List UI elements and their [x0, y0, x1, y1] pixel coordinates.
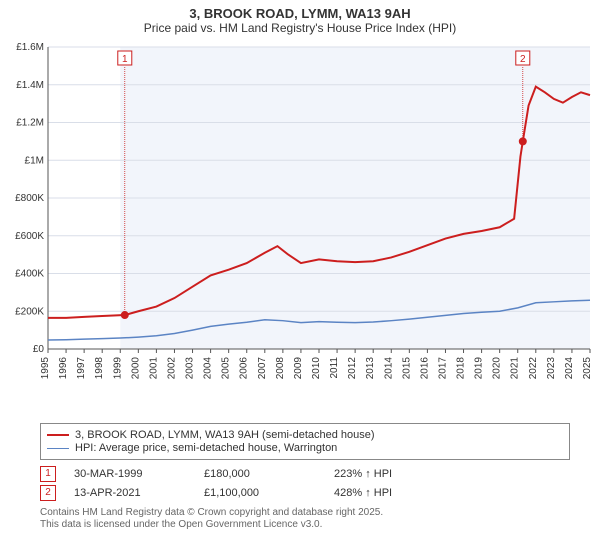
chart-svg: £0 £200K £400K £600K £800K £1M £1.2M £1.4M £1.6M… — [0, 39, 600, 419]
svg-text:2022: 2022 — [528, 357, 539, 380]
svg-text:2015: 2015 — [401, 357, 412, 380]
sale-row: 2 13-APR-2021£1,100,000428% ↑ HPI — [40, 485, 570, 501]
svg-text:2011: 2011 — [329, 357, 340, 379]
svg-text:2018: 2018 — [456, 357, 467, 380]
legend-label: 3, BROOK ROAD, LYMM, WA13 9AH (semi-deta… — [75, 429, 375, 441]
svg-text:1997: 1997 — [76, 357, 87, 380]
svg-text:2024: 2024 — [564, 357, 575, 380]
svg-text:£0: £0 — [33, 344, 45, 355]
svg-text:1996: 1996 — [58, 357, 69, 380]
footer-line2: This data is licensed under the Open Gov… — [40, 519, 570, 531]
svg-text:2001: 2001 — [148, 357, 159, 380]
svg-text:£1M: £1M — [25, 155, 44, 166]
svg-text:£800K: £800K — [15, 193, 44, 204]
sale-price: £1,100,000 — [204, 487, 334, 499]
svg-text:2004: 2004 — [203, 357, 214, 380]
svg-text:1995: 1995 — [40, 357, 51, 380]
svg-text:2023: 2023 — [546, 357, 557, 380]
svg-text:2013: 2013 — [365, 357, 376, 380]
sale-row: 1 30-MAR-1999£180,000223% ↑ HPI — [40, 466, 570, 482]
legend-label: HPI: Average price, semi-detached house,… — [75, 442, 337, 454]
svg-text:2003: 2003 — [185, 357, 196, 380]
svg-text:2010: 2010 — [311, 357, 322, 380]
svg-text:2007: 2007 — [257, 357, 268, 380]
svg-text:£1.2M: £1.2M — [16, 118, 44, 129]
sale-date: 13-APR-2021 — [74, 487, 204, 499]
svg-text:2002: 2002 — [166, 357, 177, 380]
sale-marker: 2 — [40, 485, 56, 501]
sale-hpi: 223% ↑ HPI — [334, 468, 464, 480]
svg-text:2019: 2019 — [474, 357, 485, 380]
svg-text:2000: 2000 — [130, 357, 141, 380]
svg-text:2025: 2025 — [582, 357, 593, 380]
svg-text:1998: 1998 — [94, 357, 105, 380]
svg-text:2016: 2016 — [419, 357, 430, 380]
footer-line1: Contains HM Land Registry data © Crown c… — [40, 507, 570, 519]
svg-text:£600K: £600K — [15, 231, 44, 242]
svg-text:2009: 2009 — [293, 357, 304, 380]
legend: 3, BROOK ROAD, LYMM, WA13 9AH (semi-deta… — [40, 423, 570, 460]
sale-hpi: 428% ↑ HPI — [334, 487, 464, 499]
svg-text:2012: 2012 — [347, 357, 358, 380]
sale-date: 30-MAR-1999 — [74, 468, 204, 480]
legend-swatch — [47, 434, 69, 436]
svg-text:£1.6M: £1.6M — [16, 42, 44, 53]
svg-text:2006: 2006 — [239, 357, 250, 380]
svg-text:2005: 2005 — [221, 357, 232, 380]
legend-item: 3, BROOK ROAD, LYMM, WA13 9AH (semi-deta… — [47, 429, 563, 441]
sale-point-1 — [121, 311, 129, 319]
svg-text:2021: 2021 — [510, 357, 521, 380]
sale-point-2 — [519, 137, 527, 145]
title-subtitle: Price paid vs. HM Land Registry's House … — [0, 21, 600, 35]
svg-text:2017: 2017 — [437, 357, 448, 380]
svg-text:2008: 2008 — [275, 357, 286, 380]
chart-area: £0 £200K £400K £600K £800K £1M £1.2M £1.4M £1.6M… — [0, 39, 600, 419]
svg-text:£200K: £200K — [15, 306, 44, 317]
legend-swatch — [47, 448, 69, 449]
sales-table: 1 30-MAR-1999£180,000223% ↑ HPI 2 13-APR-20… — [40, 466, 570, 501]
svg-text:2: 2 — [520, 54, 526, 65]
title-address: 3, BROOK ROAD, LYMM, WA13 9AH — [0, 6, 600, 21]
svg-text:£400K: £400K — [15, 269, 44, 280]
svg-text:1: 1 — [122, 54, 128, 65]
footer-attribution: Contains HM Land Registry data © Crown c… — [40, 507, 570, 531]
svg-text:1999: 1999 — [112, 357, 123, 380]
legend-item: HPI: Average price, semi-detached house,… — [47, 442, 563, 454]
chart-title: 3, BROOK ROAD, LYMM, WA13 9AH Price paid… — [0, 0, 600, 39]
svg-text:2014: 2014 — [383, 357, 394, 380]
svg-text:£1.4M: £1.4M — [16, 80, 44, 91]
sale-marker: 1 — [40, 466, 56, 482]
sale-price: £180,000 — [204, 468, 334, 480]
svg-text:2020: 2020 — [492, 357, 503, 380]
